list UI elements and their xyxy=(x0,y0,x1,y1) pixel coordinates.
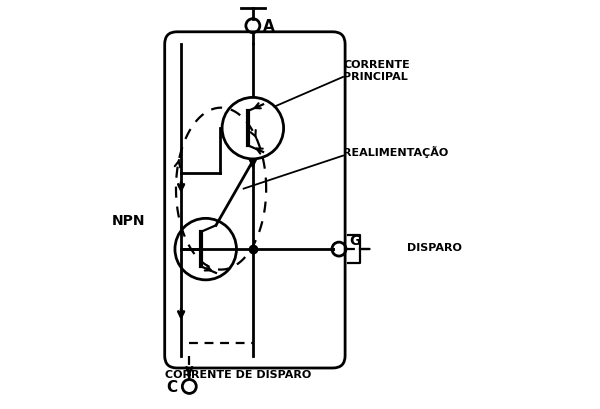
Text: NPN: NPN xyxy=(112,214,145,228)
Text: G: G xyxy=(349,234,361,247)
Text: DISPARO: DISPARO xyxy=(407,243,461,252)
Text: CORRENTE
PRINCIPAL: CORRENTE PRINCIPAL xyxy=(343,60,410,82)
Text: CORRENTE DE DISPARO: CORRENTE DE DISPARO xyxy=(166,369,311,379)
Text: REALIMENTAÇÃO: REALIMENTAÇÃO xyxy=(343,146,448,157)
Text: A: A xyxy=(263,19,275,34)
Text: C: C xyxy=(166,379,177,394)
